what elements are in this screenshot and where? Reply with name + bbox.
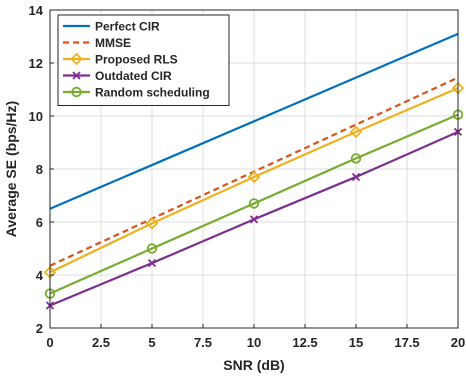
data-point bbox=[248, 198, 260, 209]
legend-marker bbox=[70, 52, 83, 66]
series-0 bbox=[49, 32, 459, 210]
data-point bbox=[249, 215, 259, 224]
legend-box bbox=[57, 14, 230, 106]
data-point bbox=[349, 125, 363, 139]
x-tick-label: 17.5 bbox=[394, 335, 419, 350]
y-tick-label: 10 bbox=[29, 109, 43, 124]
x-tick-label: 12.5 bbox=[292, 335, 317, 350]
series-line bbox=[49, 32, 459, 210]
y-tick-label: 8 bbox=[36, 162, 43, 177]
legend-label: Outdated CIR bbox=[95, 69, 172, 83]
series-4 bbox=[44, 109, 464, 299]
x-axis-title: SNR (dB) bbox=[223, 357, 284, 373]
series-line bbox=[49, 113, 459, 295]
legend-marker bbox=[71, 86, 82, 98]
legend-item: MMSE bbox=[63, 36, 131, 50]
data-point bbox=[146, 243, 158, 254]
data-point bbox=[247, 170, 261, 184]
legend-label: Random scheduling bbox=[95, 86, 210, 100]
legend-item: Proposed RLS bbox=[63, 53, 178, 67]
y-tick-label: 6 bbox=[36, 215, 43, 230]
x-tick-label: 15 bbox=[349, 335, 363, 350]
data-point bbox=[350, 153, 362, 164]
data-point bbox=[145, 217, 159, 230]
x-tick-label: 0 bbox=[46, 335, 53, 350]
y-tick-label: 2 bbox=[36, 321, 43, 336]
x-tick-label: 5 bbox=[148, 335, 155, 350]
legend-item: Perfect CIR bbox=[63, 20, 160, 34]
data-point bbox=[351, 172, 361, 182]
y-tick-label: 4 bbox=[36, 268, 44, 283]
x-axis: 0 2.5 5 7.5 10 12.5 15 17.5 20 bbox=[46, 324, 465, 350]
x-tick-label: 10 bbox=[247, 335, 261, 350]
x-tick-label: 2.5 bbox=[92, 335, 110, 350]
series-group bbox=[43, 32, 465, 310]
x-tick-label: 20 bbox=[451, 335, 465, 350]
series-line bbox=[49, 87, 459, 274]
legend-marker bbox=[72, 71, 81, 80]
legend-item: Outdated CIR bbox=[63, 69, 172, 83]
legend: Perfect CIR MMSE Proposed RLS Outdated CIR R… bbox=[57, 14, 230, 106]
y-axis: 2 4 6 8 10 12 14 bbox=[29, 3, 54, 336]
legend-label: Proposed RLS bbox=[95, 53, 178, 67]
legend-label: Perfect CIR bbox=[95, 20, 160, 34]
legend-item: Random scheduling bbox=[63, 86, 210, 100]
data-point bbox=[147, 258, 157, 268]
legend-label: MMSE bbox=[95, 36, 131, 50]
y-axis-title: Average SE (bps/Hz) bbox=[3, 101, 19, 237]
y-tick-label: 14 bbox=[29, 3, 44, 18]
x-tick-label: 7.5 bbox=[194, 335, 212, 350]
y-tick-label: 12 bbox=[29, 56, 43, 71]
